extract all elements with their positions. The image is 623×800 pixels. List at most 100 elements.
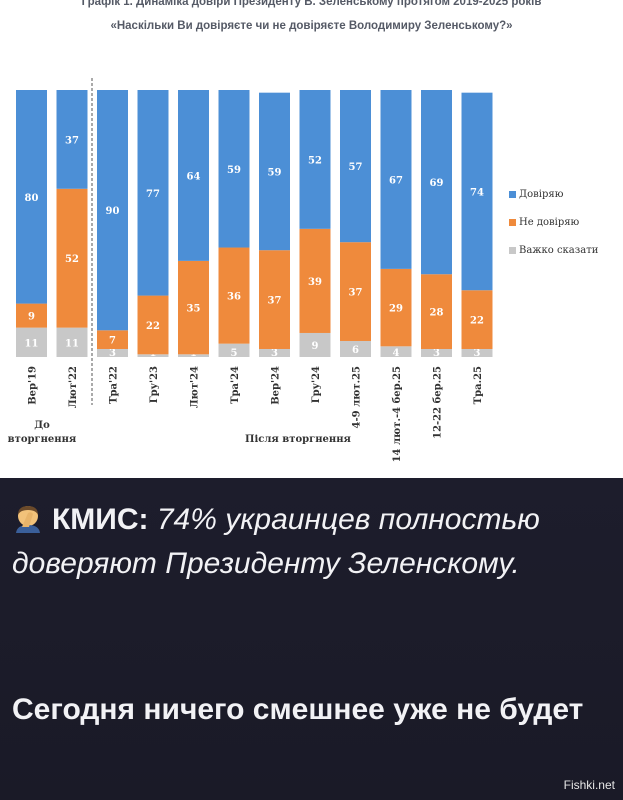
bar-segment-distrust [97, 330, 128, 349]
x-tick-label: Тра.25 [473, 366, 484, 404]
data-label-hard-to-say: 11 [25, 338, 39, 349]
bar-segment-distrust [299, 228, 331, 333]
bar-segment-trust [56, 90, 88, 189]
bar-segment-trust [218, 90, 250, 248]
data-label-distrust: 22 [470, 316, 484, 327]
x-tick-label: Тра'22 [109, 366, 120, 404]
data-label-trust: 59 [268, 167, 282, 178]
data-label-hard-to-say: 3 [271, 348, 278, 359]
bar-segment-hard-to-say [97, 348, 128, 357]
watermark: Fishki.net [563, 778, 615, 792]
data-label-distrust: 28 [430, 308, 444, 319]
legend-swatch-trust [509, 191, 516, 198]
post-text: КМИС: 74% украинцев полностью доверяют П… [12, 498, 612, 586]
x-tick-label: Гру'24 [311, 366, 322, 403]
bar-segment-distrust [56, 188, 88, 328]
x-tick-label: Вер'24 [271, 366, 282, 405]
data-label-trust: 67 [389, 175, 403, 186]
data-label-distrust: 37 [349, 288, 363, 299]
bar-segment-distrust [421, 274, 452, 349]
bar-segment-trust [259, 92, 290, 251]
bar-segment-trust [137, 90, 169, 296]
x-tick-label: Вер'19 [28, 366, 39, 405]
data-label-distrust: 52 [65, 254, 79, 265]
x-tick-label: Лют'22 [68, 366, 79, 408]
post-source: КМИС: [52, 503, 149, 536]
data-label-hard-to-say: 4 [393, 348, 400, 359]
facepalm-emoji-icon [16, 506, 40, 533]
data-label-hard-to-say: 11 [65, 338, 79, 349]
bar-segment-hard-to-say [299, 332, 331, 357]
bar-segment-distrust [461, 290, 493, 349]
data-label-distrust: 36 [227, 292, 241, 303]
bar-segment-distrust [16, 303, 47, 328]
data-label-distrust: 37 [268, 296, 282, 307]
data-label-trust: 37 [65, 135, 79, 146]
post-panel: КМИС: 74% украинцев полностью доверяют П… [0, 478, 623, 800]
x-tick-label: 4-9 лют.25 [352, 366, 363, 428]
data-label-trust: 90 [106, 206, 120, 217]
stacked-bar-chart: 11980Вер'19115237Лют'223790Тра'2212277Гр… [8, 78, 599, 462]
bar-segment-trust [340, 90, 371, 243]
legend-label-hard-to-say: Важко сказати [519, 245, 599, 256]
data-label-trust: 69 [430, 178, 444, 189]
bar-segment-distrust [380, 268, 412, 347]
post-quote: 74% украинцев полностью доверяют Президе… [12, 503, 540, 580]
legend-swatch-hard-to-say [509, 247, 516, 254]
legend-label-trust: Довіряю [519, 189, 564, 200]
data-label-trust: 77 [146, 189, 160, 200]
x-tick-label: Тра'24 [230, 366, 241, 404]
data-label-hard-to-say: 3 [433, 348, 440, 359]
bar-segment-hard-to-say [137, 354, 169, 357]
chart-title: Графік 1. Динаміка довіри Президенту В. … [81, 0, 542, 8]
data-label-distrust: 7 [109, 336, 116, 347]
data-label-hard-to-say: 3 [474, 348, 481, 359]
bar-segment-trust [421, 90, 452, 275]
data-label-distrust: 39 [308, 277, 322, 288]
data-label-hard-to-say: 5 [231, 348, 238, 359]
bar-segment-hard-to-say [178, 354, 209, 357]
data-label-trust: 80 [25, 193, 39, 204]
bar-segment-distrust [218, 247, 250, 344]
bar-segment-trust [299, 90, 331, 229]
chart-panel: Графік 1. Динаміка довіри Президенту В. … [0, 0, 623, 478]
data-label-trust: 74 [470, 187, 484, 198]
x-tick-label: 14 лют.-4 бер.25 [392, 366, 403, 462]
bar-segment-hard-to-say [259, 348, 290, 357]
bar-segment-trust [16, 90, 47, 304]
bar-segment-hard-to-say [380, 346, 412, 357]
bar-segment-hard-to-say [421, 348, 452, 357]
bar-segment-trust [97, 90, 128, 331]
data-label-trust: 52 [308, 155, 322, 166]
bar-segment-trust [178, 90, 209, 261]
bar-segment-distrust [259, 250, 290, 349]
x-tick-label: Гру'23 [149, 366, 160, 403]
period-label-before: До вторгнення [8, 420, 77, 445]
bar-segment-trust [461, 92, 493, 291]
data-label-hard-to-say: 3 [109, 348, 116, 359]
legend-swatch-distrust [509, 219, 516, 226]
chart-subtitle: «Наскільки Ви довіряєте чи не довіряєте … [110, 20, 513, 32]
data-label-trust: 59 [227, 165, 241, 176]
post-conclusion: Сегодня ничего смешнее уже не будет [12, 693, 584, 726]
data-label-distrust: 29 [389, 304, 403, 315]
bar-segment-hard-to-say [56, 327, 88, 357]
data-label-hard-to-say: 6 [352, 345, 359, 356]
data-label-distrust: 22 [146, 321, 160, 332]
bar-segment-distrust [178, 260, 209, 355]
bar-segment-distrust [137, 295, 169, 355]
bar-segment-hard-to-say [461, 348, 493, 357]
x-tick-label: 12-22 бер.25 [433, 366, 444, 439]
bar-segment-hard-to-say [340, 340, 371, 357]
legend-label-distrust: Не довіряю [519, 217, 580, 228]
bar-segment-distrust [340, 242, 371, 341]
bar-segment-hard-to-say [16, 327, 47, 357]
data-label-hard-to-say: 9 [312, 341, 319, 352]
bar-segment-hard-to-say [218, 343, 250, 357]
data-label-trust: 57 [349, 162, 363, 173]
bar-segment-trust [380, 90, 412, 269]
data-label-trust: 64 [187, 171, 201, 182]
period-label-after: Після вторгнення [245, 434, 352, 445]
data-label-distrust: 35 [187, 304, 201, 315]
x-tick-label: Лют'24 [190, 366, 201, 408]
